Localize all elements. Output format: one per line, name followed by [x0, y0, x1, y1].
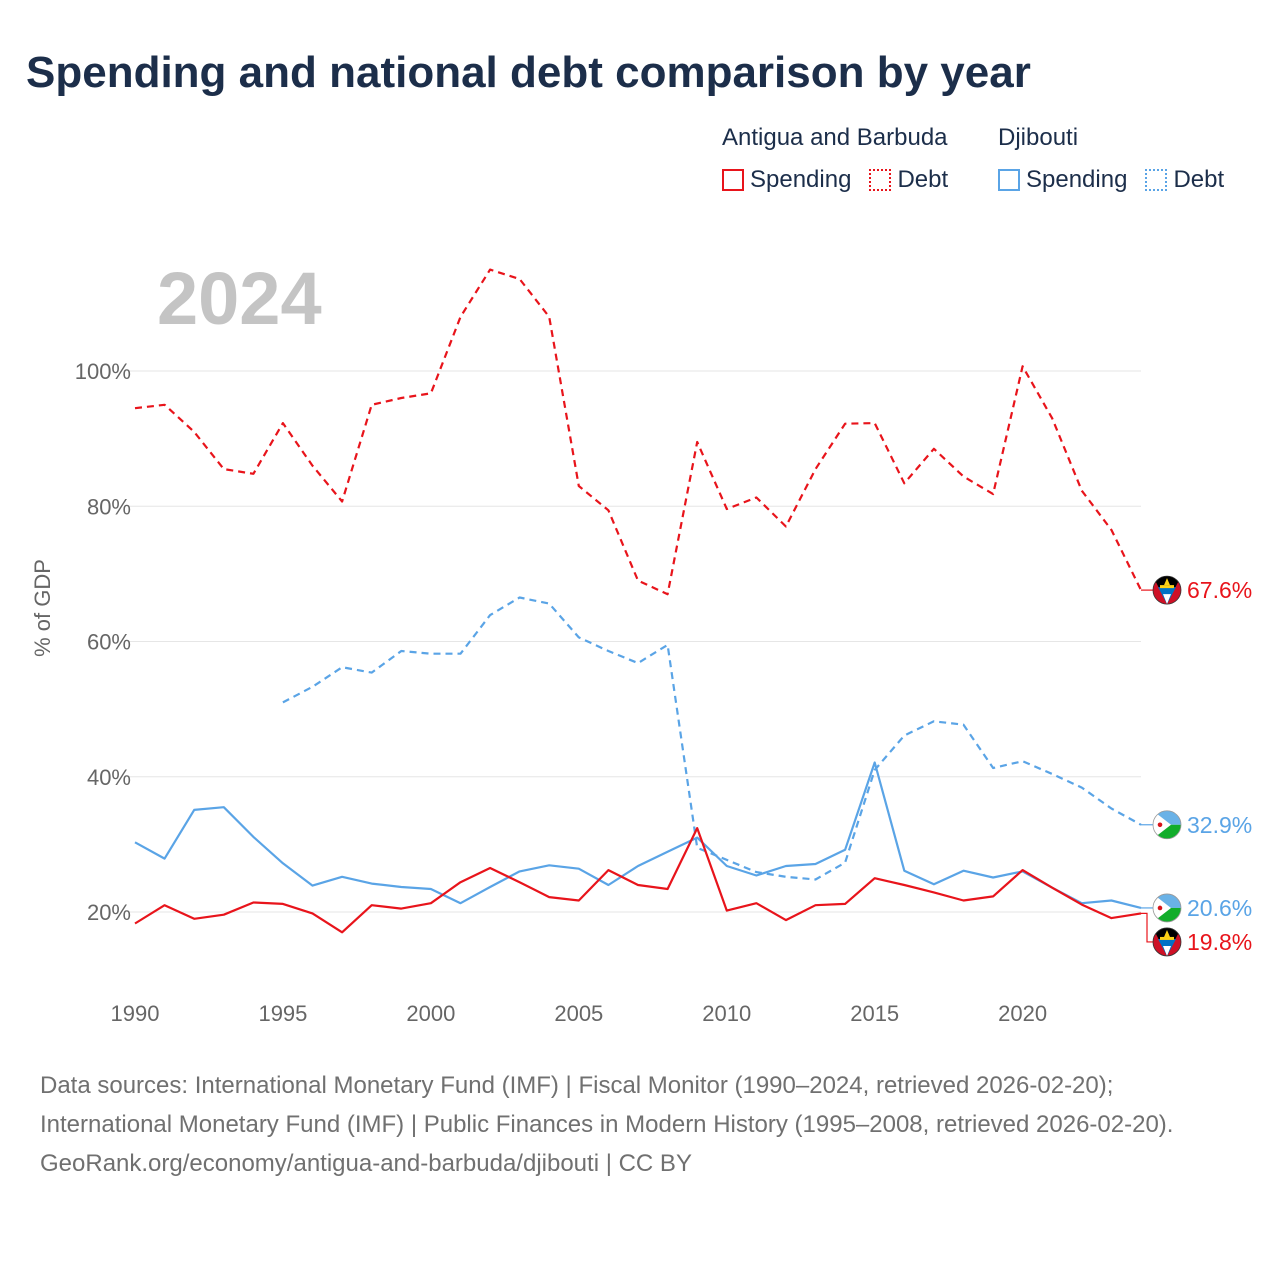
series-line-antigua-and-barbuda-debt[interactable] — [134, 268, 1142, 596]
antigua-flag-icon — [1153, 928, 1181, 956]
series-line-djibouti-debt[interactable] — [282, 596, 1142, 881]
footer: Data sources: International Monetary Fun… — [40, 1066, 1240, 1183]
page-title: Spending and national debt comparison by… — [26, 48, 1031, 97]
djibouti-flag-icon — [1153, 811, 1181, 839]
credit-link[interactable]: GeoRank.org/economy/antigua-and-barbuda/… — [40, 1150, 692, 1177]
y-tick-label: 60% — [87, 630, 131, 655]
y-tick-label: 80% — [87, 494, 131, 519]
y-tick-label: 40% — [87, 765, 131, 790]
end-value-label: 19.8% — [1187, 929, 1252, 955]
y-axis-title: % of GDP — [30, 559, 55, 657]
year-watermark: 2024 — [157, 257, 322, 340]
series-line-djibouti-spending[interactable] — [134, 761, 1142, 909]
legend-label: Debt — [1173, 166, 1225, 193]
x-tick-label: 1995 — [258, 1001, 307, 1026]
legend-swatch-dotted — [1145, 169, 1168, 191]
legend-item-antigua-debt[interactable]: Debt — [869, 166, 948, 194]
end-value-label: 20.6% — [1187, 895, 1252, 921]
legend-swatch-solid — [722, 169, 744, 191]
end-label-connector — [1141, 912, 1153, 943]
x-tick-label: 2005 — [554, 1001, 603, 1026]
legend-label: Debt — [897, 166, 949, 193]
legend-swatch-solid — [998, 169, 1020, 191]
end-value-label: 32.9% — [1187, 812, 1252, 838]
line-chart: 20% 40% 60% 80% 100% 1990 1995 2000 2005 2010 2015… — [30, 257, 1252, 1026]
legend-antigua: Antigua and Barbuda Spending Debt — [722, 124, 948, 194]
legend-group-title: Antigua and Barbuda — [722, 124, 948, 151]
x-tick-label: 2020 — [998, 1001, 1047, 1026]
legend-djibouti: Djibouti Spending Debt — [998, 124, 1224, 194]
legend-item-djibouti-debt[interactable]: Debt — [1145, 166, 1224, 194]
legend-swatch-dotted — [869, 169, 892, 191]
y-tick-label: 20% — [87, 900, 131, 925]
legend-label: Spending — [750, 166, 852, 193]
djibouti-flag-icon — [1153, 894, 1181, 922]
legend-label: Spending — [1026, 166, 1128, 193]
series-line-antigua-and-barbuda-spending[interactable] — [134, 826, 1142, 934]
end-value-label: 67.6% — [1187, 577, 1252, 603]
legend-group-title: Djibouti — [998, 124, 1079, 151]
x-tick-label: 2015 — [850, 1001, 899, 1026]
x-tick-label: 2000 — [406, 1001, 455, 1026]
x-tick-label: 1990 — [111, 1001, 160, 1026]
y-tick-label: 100% — [75, 359, 131, 384]
legend-item-djibouti-spending[interactable]: Spending — [998, 166, 1127, 194]
antigua-flag-icon — [1153, 576, 1181, 604]
x-tick-label: 2010 — [702, 1001, 751, 1026]
legend-item-antigua-spending[interactable]: Spending — [722, 166, 851, 194]
data-sources: Data sources: International Monetary Fun… — [40, 1072, 1174, 1138]
